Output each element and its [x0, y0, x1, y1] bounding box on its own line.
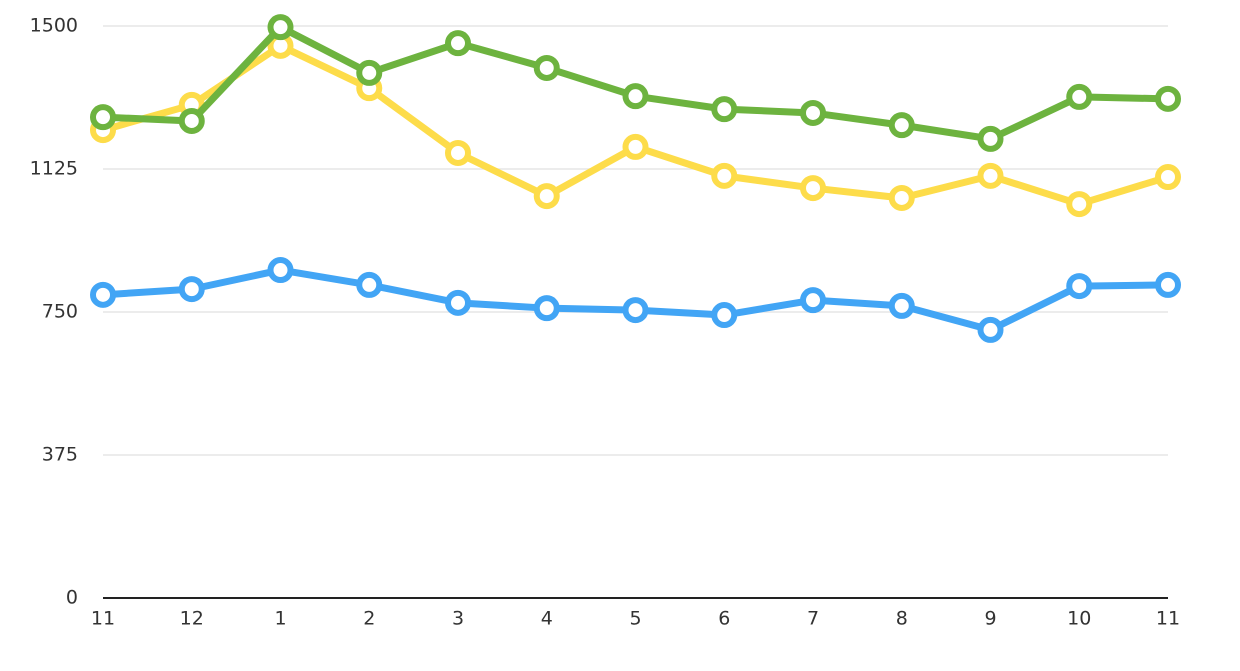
series-line — [102, 42, 1170, 208]
x-tick-label: 11 — [1156, 608, 1180, 630]
point — [1155, 271, 1181, 298]
point — [1066, 83, 1093, 110]
x-tick-label: 12 — [180, 608, 204, 630]
x-tick-label: 11 — [91, 608, 115, 630]
point — [1155, 85, 1181, 112]
point — [178, 107, 205, 134]
point — [888, 112, 915, 139]
point — [533, 295, 560, 322]
point — [888, 184, 915, 211]
point — [356, 59, 383, 86]
x-tick-label: 6 — [718, 608, 730, 630]
point — [1066, 191, 1093, 218]
point — [622, 133, 649, 160]
x-tick-label: 7 — [807, 608, 819, 630]
point — [533, 54, 560, 81]
x-tick-label: 2 — [363, 608, 375, 630]
point — [711, 96, 738, 123]
point — [711, 302, 738, 329]
x-tick-label: 4 — [541, 608, 553, 630]
x-tick-label: 3 — [452, 608, 464, 630]
point — [800, 99, 826, 126]
point — [267, 257, 294, 284]
x-tick-label: 8 — [896, 608, 908, 630]
x-tick-label: 10 — [1067, 608, 1091, 630]
point — [977, 162, 1004, 189]
point — [800, 287, 826, 314]
point — [533, 183, 560, 210]
series-line — [102, 23, 1169, 143]
x-tick-label: 9 — [984, 608, 996, 630]
point — [356, 271, 383, 298]
point — [622, 83, 649, 110]
y-tick-label: 1125 — [30, 158, 78, 180]
y-tick-label: 0 — [66, 587, 78, 609]
point — [445, 139, 471, 166]
point — [711, 162, 738, 189]
point — [90, 281, 116, 308]
y-tick-label: 375 — [42, 444, 78, 466]
point — [1155, 164, 1181, 191]
x-tick-label: 1 — [274, 608, 286, 630]
point — [445, 30, 471, 57]
point — [977, 316, 1004, 343]
y-tick-label: 1500 — [30, 15, 78, 37]
point — [977, 125, 1004, 152]
point — [622, 297, 649, 324]
point — [445, 289, 471, 316]
point — [178, 276, 205, 303]
point — [90, 104, 116, 131]
point — [267, 14, 294, 41]
point — [800, 175, 826, 202]
y-tick-label: 750 — [42, 301, 78, 323]
point — [888, 292, 915, 319]
x-tick-label: 5 — [629, 608, 641, 630]
point — [1066, 273, 1093, 300]
